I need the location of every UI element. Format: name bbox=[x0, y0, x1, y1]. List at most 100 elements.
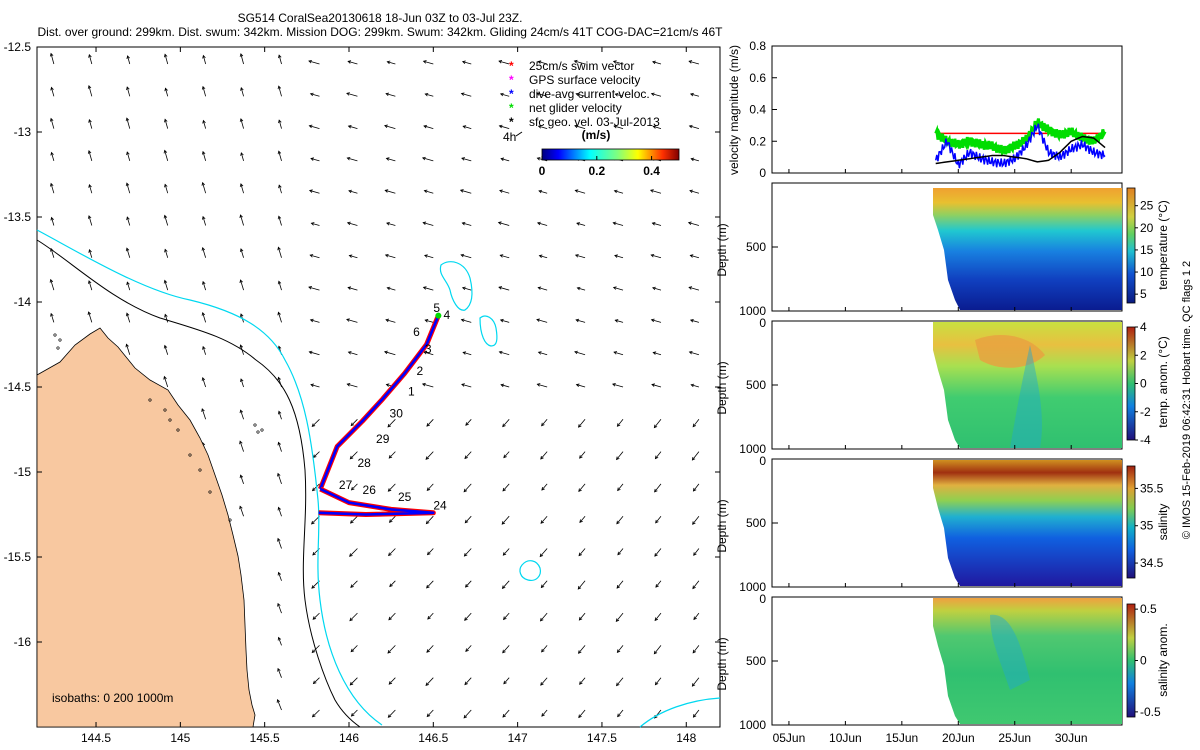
geostrophic-vector bbox=[688, 222, 700, 226]
colorbar-tick-label: 0.2 bbox=[588, 164, 605, 178]
geostrophic-vector-head bbox=[463, 488, 468, 493]
geostrophic-vector-head bbox=[654, 617, 659, 622]
geostrophic-vector-head bbox=[163, 375, 167, 380]
geostrophic-vector bbox=[616, 515, 624, 525]
geostrophic-vector-head bbox=[88, 118, 92, 123]
temp-anomaly-colorbar-label: 0 bbox=[1140, 377, 1147, 391]
geostrophic-vector-head bbox=[163, 344, 168, 349]
temperature-section bbox=[933, 188, 1122, 310]
geostrophic-vector bbox=[425, 451, 434, 460]
velocity-ytick-label: 0 bbox=[759, 166, 766, 180]
geostrophic-vector-head bbox=[578, 714, 582, 719]
geostrophic-vector-head bbox=[311, 713, 316, 718]
geostrophic-vector bbox=[579, 612, 586, 621]
geostrophic-vector-head bbox=[688, 350, 693, 355]
geostrophic-vector bbox=[202, 312, 207, 323]
geostrophic-vector-head bbox=[310, 157, 315, 161]
geostrophic-vector bbox=[387, 287, 396, 291]
geostrophic-vector bbox=[164, 345, 169, 355]
geostrophic-vector bbox=[346, 92, 358, 97]
geostrophic-vector-head bbox=[689, 319, 694, 323]
geostrophic-vector bbox=[388, 612, 396, 621]
geostrophic-vector-head bbox=[650, 92, 655, 97]
time-tick-label: 25Jun bbox=[998, 731, 1031, 745]
geostrophic-vector bbox=[203, 120, 207, 129]
geostrophic-vector bbox=[240, 118, 244, 129]
geostrophic-vector bbox=[578, 548, 586, 556]
geostrophic-vector-head bbox=[460, 318, 465, 323]
glider-track bbox=[317, 312, 442, 517]
geostrophic-vector-head bbox=[201, 181, 205, 186]
salinity-panel: 0 500 1000 Depth (m) 35.5 35 34.5 salinity bbox=[715, 454, 1170, 594]
salinity-colorbar-label: 35.5 bbox=[1140, 481, 1164, 495]
geostrophic-vector bbox=[347, 157, 358, 162]
geostrophic-vector bbox=[464, 548, 472, 557]
salinity-anomaly-ytick: 500 bbox=[746, 654, 766, 668]
salinity-anomaly-low-patch bbox=[990, 614, 1030, 690]
geostrophic-vector bbox=[576, 384, 586, 388]
geostrophic-vector bbox=[239, 441, 244, 452]
reef-dot bbox=[168, 418, 172, 422]
geostrophic-vector bbox=[278, 216, 282, 226]
geostrophic-vector bbox=[536, 93, 548, 97]
geostrophic-vector-head bbox=[201, 85, 206, 90]
geostrophic-vector-head bbox=[163, 149, 168, 154]
geostrophic-vector bbox=[502, 548, 510, 556]
geostrophic-vector bbox=[693, 612, 700, 620]
track-outbound-dive-avg bbox=[319, 315, 440, 490]
geostrophic-vector-head bbox=[693, 616, 697, 621]
temperature-ytick: 500 bbox=[746, 240, 766, 254]
geostrophic-vector bbox=[538, 287, 548, 291]
geostrophic-vector bbox=[349, 548, 358, 557]
geostrophic-vector bbox=[691, 384, 700, 388]
legend-label: sfc geo. vel. 03-Jul-2013 bbox=[529, 115, 660, 129]
geostrophic-vector bbox=[427, 612, 434, 620]
geostrophic-vector bbox=[88, 184, 93, 194]
geostrophic-vector bbox=[463, 483, 472, 493]
geostrophic-vector bbox=[309, 190, 320, 194]
geostrophic-vector bbox=[503, 677, 510, 684]
geostrophic-vector-head bbox=[537, 60, 542, 64]
geostrophic-vector bbox=[464, 451, 472, 459]
geostrophic-vector-head bbox=[310, 222, 315, 226]
geostrophic-vector bbox=[348, 190, 358, 194]
geostrophic-vector-head bbox=[311, 423, 316, 427]
geostrophic-vector bbox=[464, 612, 472, 621]
geostrophic-vector-head bbox=[541, 648, 545, 653]
velocity-ytick-label: 0.4 bbox=[749, 103, 766, 117]
geostrophic-vector-head bbox=[308, 189, 313, 193]
geostrophic-vector bbox=[311, 515, 320, 525]
map-xtick-label: 146 bbox=[339, 731, 359, 745]
geostrophic-vector bbox=[126, 183, 131, 194]
geostrophic-vector bbox=[277, 699, 282, 711]
geostrophic-vector bbox=[387, 419, 396, 428]
temperature-colorbar-ticks: 5 10 15 20 25 bbox=[1135, 199, 1154, 301]
geostrophic-vector-head bbox=[87, 311, 92, 316]
temperature-colorbar-label: 5 bbox=[1140, 287, 1147, 301]
geostrophic-vector bbox=[164, 54, 169, 65]
geostrophic-vector-head bbox=[536, 157, 541, 161]
geostrophic-vector bbox=[202, 151, 207, 162]
geostrophic-vector-head bbox=[501, 585, 506, 590]
geostrophic-vector bbox=[541, 709, 548, 717]
geostrophic-vector-head bbox=[576, 222, 580, 226]
time-tick-label: 30Jun bbox=[1055, 731, 1088, 745]
geostrophic-vector bbox=[310, 384, 320, 388]
geostrophic-vector bbox=[577, 580, 586, 590]
geostrophic-vector-head bbox=[541, 713, 545, 717]
geostrophic-vector bbox=[617, 548, 624, 556]
geostrophic-vector bbox=[164, 215, 169, 226]
geostrophic-vector-head bbox=[612, 286, 617, 290]
day-label: 1 bbox=[408, 385, 415, 399]
geostrophic-vector bbox=[541, 419, 548, 426]
geostrophic-vector-head bbox=[689, 254, 694, 258]
geostrophic-vector bbox=[502, 580, 510, 589]
geostrophic-vector bbox=[351, 483, 358, 491]
geostrophic-vector-head bbox=[649, 189, 654, 193]
geostrophic-vector bbox=[50, 279, 55, 291]
geostrophic-vector-head bbox=[651, 222, 656, 226]
geostrophic-vector-head bbox=[346, 156, 351, 161]
geostrophic-vector bbox=[653, 352, 662, 356]
